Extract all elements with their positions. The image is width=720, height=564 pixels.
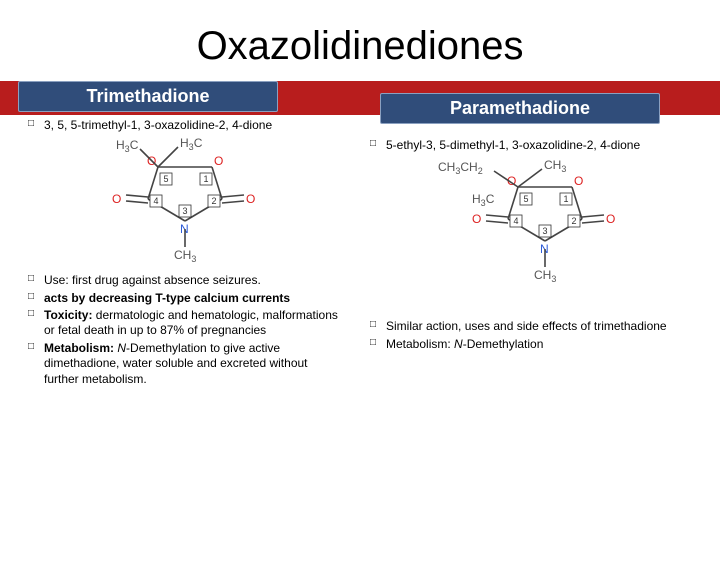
atom-label: O <box>112 192 121 206</box>
left-column: Trimethadione 3, 5, 5-trimethyl-1, 3-oxa… <box>0 115 360 389</box>
page-title: Oxazolidinediones <box>0 24 720 69</box>
tox-label: Toxicity: <box>44 308 92 322</box>
atom-label: H3C <box>472 192 495 208</box>
list-item: Similar action, uses and side effects of… <box>370 319 698 334</box>
atom-label: CH3CH2 <box>438 160 483 176</box>
right-subheader: Paramethadione <box>380 93 660 124</box>
atom-label: O <box>246 192 255 206</box>
svg-text:2: 2 <box>571 216 576 226</box>
list-item: 5-ethyl-3, 5-dimethyl-1, 3-oxazolidine-2… <box>370 138 698 153</box>
atom-label: CH3 <box>544 158 566 174</box>
svg-text:3: 3 <box>542 226 547 236</box>
list-item: acts by decreasing T-type calcium curren… <box>28 291 342 306</box>
atom-label: O <box>606 212 615 226</box>
svg-text:3: 3 <box>182 206 187 216</box>
list-item: Metabolism: N-Demethylation <box>370 337 698 352</box>
bond <box>222 195 244 197</box>
metab-ital: N <box>454 337 463 351</box>
metab-label: Metabolism: <box>44 341 114 355</box>
metab-label: Metabolism: <box>386 337 454 351</box>
bond <box>222 201 244 203</box>
svg-text:4: 4 <box>153 196 158 206</box>
list-item: Use: first drug against absence seizures… <box>28 273 342 288</box>
metab-ital: N <box>117 341 126 355</box>
bond <box>572 187 582 219</box>
bond <box>508 187 518 219</box>
bond <box>486 215 508 217</box>
bond <box>518 169 542 187</box>
bond <box>158 147 178 167</box>
bond <box>212 167 222 199</box>
ring-numbers: 1 2 3 4 5 <box>510 193 580 237</box>
right-column: Paramethadione 5-ethyl-3, 5-dimethyl-1, … <box>360 115 720 389</box>
atom-label: CH3 <box>534 268 556 284</box>
left-subheader: Trimethadione <box>18 81 278 112</box>
atom-label: O <box>574 174 583 188</box>
paramethadione-structure: O O N O O CH3CH2 CH3 H3C CH3 1 2 <box>434 157 634 285</box>
metab-rest: -Demethylation <box>463 337 544 351</box>
trimethadione-structure: O O N O O H3C H3C CH3 1 2 3 4 <box>100 137 270 265</box>
svg-text:5: 5 <box>163 174 168 184</box>
list-item: 3, 5, 5-trimethyl-1, 3-oxazolidine-2, 4-… <box>28 118 342 133</box>
list-item: Toxicity: dermatologic and hematologic, … <box>28 308 342 339</box>
atom-label: H3C <box>180 137 203 152</box>
svg-text:2: 2 <box>211 196 216 206</box>
atom-label: H3C <box>116 138 139 154</box>
atom-label: O <box>214 154 223 168</box>
content-columns: Trimethadione 3, 5, 5-trimethyl-1, 3-oxa… <box>0 115 720 389</box>
atom-label: CH3 <box>174 248 196 264</box>
right-name-list: 5-ethyl-3, 5-dimethyl-1, 3-oxazolidine-2… <box>370 138 698 153</box>
svg-text:4: 4 <box>513 216 518 226</box>
bond <box>486 221 508 223</box>
svg-text:1: 1 <box>563 194 568 204</box>
bond <box>582 221 604 223</box>
bond <box>148 167 158 199</box>
left-name-list: 3, 5, 5-trimethyl-1, 3-oxazolidine-2, 4-… <box>28 118 342 133</box>
right-details-list: Similar action, uses and side effects of… <box>370 319 698 352</box>
left-details-list: Use: first drug against absence seizures… <box>28 273 342 387</box>
atom-label: O <box>472 212 481 226</box>
ring-numbers: 1 2 3 4 5 <box>150 173 220 217</box>
list-item: Metabolism: N-Demethylation to give acti… <box>28 341 342 387</box>
svg-text:5: 5 <box>523 194 528 204</box>
bond <box>126 201 148 203</box>
bond <box>582 215 604 217</box>
bond <box>126 195 148 197</box>
svg-text:1: 1 <box>203 174 208 184</box>
mech-text: acts by decreasing T-type calcium curren… <box>44 291 290 305</box>
